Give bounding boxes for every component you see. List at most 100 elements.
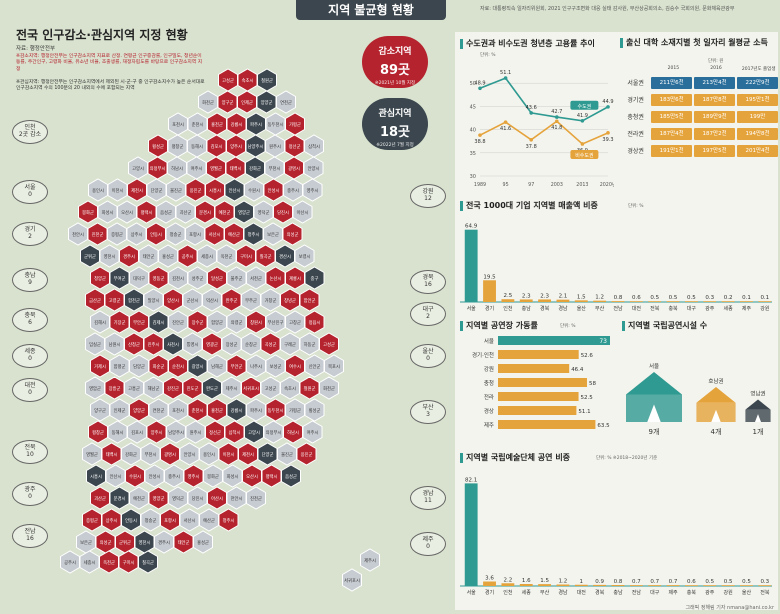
hex-label: 곡성군 [265,341,277,348]
bar-value-label: 2.2 [504,577,513,583]
hex-cell [246,486,266,510]
hex-label: 영동군 [153,275,165,282]
bar-category-label: 강원 [760,305,770,312]
hex-label: 아산시 [297,209,309,216]
salary-year: 2015 [667,66,680,71]
bar [684,301,698,302]
hex-label: 안양시 [308,165,320,172]
hex-cell [302,178,323,202]
hex-label: 논산시 [270,275,282,282]
hex-label: 구례군 [284,341,296,348]
salary-cell: 187만2천 [694,127,736,140]
hex-label: 영양군 [238,209,250,216]
hex-label: 횡성군 [309,407,321,414]
hex-label: 오산시 [121,209,133,216]
bar-value-label: 0.6 [687,579,696,585]
tent-roof [696,387,736,403]
hex-label: 순천시 [172,363,184,370]
region-label: 충북 6 [12,308,48,332]
hex-cell [324,354,344,378]
region-label: 강원 12 [410,184,446,208]
hex-label: 옥천군 [221,253,233,260]
hex-label: 정선군 [209,429,221,436]
hex-label: 구미시 [123,559,135,566]
salary-cell: 189만9천 [694,110,736,123]
hex-label: 영덕군 [258,209,270,216]
bar-category-label: 제주 [668,589,678,596]
hex-label: 김포시 [131,429,143,436]
youth-chart-title: 수도권과 비수도권 청년층 고용률 추이 [460,38,595,49]
salary-title: 출신 대학 소재지별 첫 일자리 월평균 소득 [620,38,770,48]
hex-label: 의령군 [231,319,243,326]
hex-label: 부여군 [114,275,126,282]
region-label: 세종 0 [12,344,48,368]
hex-label: 밀양시 [148,297,160,304]
bar [593,300,607,302]
hex-label: 세종시 [201,253,213,260]
hex-label: 완도군 [206,385,218,392]
hex-label: 증평군 [86,517,98,524]
bar-category-label: 전북 [760,589,770,596]
hex-cell [193,530,213,554]
salary-row: 서울권 211만6천 213만4천 222만9천 [620,74,780,91]
interest-pill: 관심지역 18곳 ※2022년 7월 지정 [362,98,428,150]
hex-label: 속초시 [284,385,296,392]
bar [648,301,662,302]
salary-row: 전라권 187만4천 187만2천 194만8천 [620,125,780,142]
hex-label: 군산시 [187,297,199,304]
salary-row: 경상권 191만1천 197만5천 201만4천 [620,142,780,159]
bar-category-label: 충청 [484,379,494,387]
arts-chart-unit: 단위: % ※2018~2020년 기준 [596,456,658,461]
hex-label: 진천군 [250,495,262,502]
hex-label: 옥천군 [103,559,115,566]
bar [703,585,717,586]
hex-cell [319,332,339,356]
bar-value-label: 58 [589,381,596,387]
hex-label: 수원시 [129,473,141,480]
bar-category-label: 경기 [485,589,494,596]
bar-value-label: 64.9 [465,224,478,230]
salary-region: 경상권 [627,148,644,155]
hex-label: 김해시 [94,319,106,326]
hex-label: 김제시 [153,319,165,326]
hex-label: 고창군 [289,319,301,326]
hex-label: 김천시 [172,275,184,282]
bar-category-label: 인천 [503,305,513,312]
hex-label: 철원군 [304,385,316,392]
venue-chart-unit: 단위: % [560,324,576,329]
hex-label: 남양주시 [168,429,184,436]
y-tick-label: 35 [470,151,476,157]
bar-value-label: 73 [599,338,607,345]
credit: 그래픽 정해림 기자 nmana@hani.co.kr [685,605,774,611]
hex-label: 화천군 [323,385,335,392]
hex-label: 해남군 [148,385,160,392]
hex-label: 연천군 [280,99,292,106]
hex-label: 거제시 [94,363,106,370]
bar [556,299,570,302]
hex-label: 홍성군 [162,253,174,260]
salary-cell: 183만6천 [651,93,693,106]
series-line [479,77,609,122]
hex-label: 안동시 [150,231,162,238]
region-label: 서울 0 [12,180,48,204]
series-line [479,120,609,145]
hex-label: 평창군 [172,143,184,150]
bar [721,585,735,586]
hex-label: 칠곡군 [260,253,272,260]
hex-label: 파주시 [250,407,262,414]
hex-label: 무안군 [231,363,243,370]
region-label: 경남 11 [410,486,446,510]
bar-category-label: 서울 [467,305,477,312]
hex-label: 홍천군 [211,407,223,414]
bar [464,483,478,586]
hex-label: 김포시 [211,143,223,150]
region-label: 인천 2곳 감소 [12,120,48,144]
hex-label: 양양군 [261,99,273,106]
data-label: 39.3 [602,137,613,143]
hex-label: 수원시 [248,187,260,194]
hex-label: 진천군 [92,231,104,238]
region-label: 경기 2 [12,222,48,246]
bar-category-label: 경남 [558,589,568,596]
series-legend-label: 비수도권 [575,152,594,159]
hex-label: 이천시 [223,451,235,458]
